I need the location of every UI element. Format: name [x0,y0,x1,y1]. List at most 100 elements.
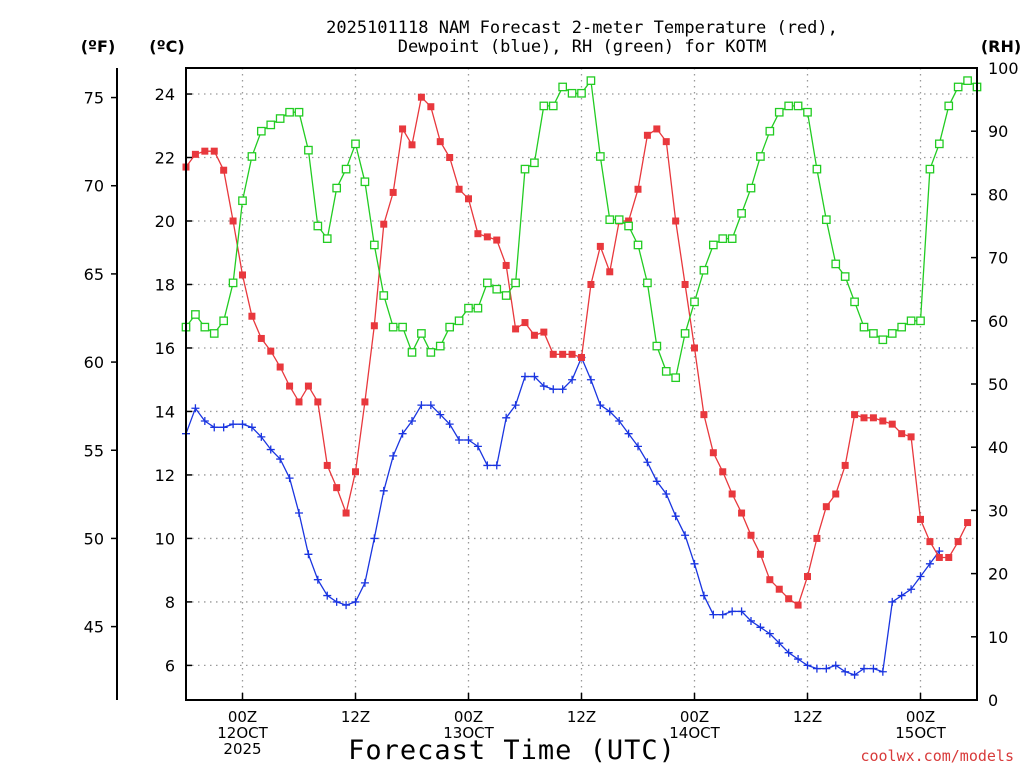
2-meter-temperature-point-19 [361,398,369,406]
dewpoint-point-49 [643,458,652,467]
rh-point-15 [322,234,332,243]
rh-point-28 [445,322,455,332]
2-meter-temperature-point-30 [465,195,472,203]
rh-point-12 [294,107,304,117]
rh-point-32 [482,278,492,288]
2-meter-temperature-point-44 [596,242,604,250]
2-meter-temperature-point-67 [813,534,821,542]
dewpoint-point-54 [690,559,699,568]
dewpoint-point-32 [483,461,492,470]
rh-point-14 [313,221,323,231]
2-meter-temperature-point-66 [804,573,811,581]
2-meter-temperature-point-24 [408,141,416,149]
x-tick-label-60-0: 12Z [793,708,822,726]
c-tick-label-6: 6 [165,656,175,675]
rh-tick-label-30: 30 [988,501,1008,520]
rh-point-51 [661,367,671,376]
rh-point-80 [934,139,944,149]
2-meter-temperature-point-40 [559,350,567,358]
rh-point-21 [379,291,389,300]
2-meter-temperature-point-62 [766,576,774,584]
2-meter-temperature-point-53 [681,280,689,288]
x-axis-label: Forecast Time (UTC) [348,735,676,766]
dewpoint-point-76 [897,591,906,600]
celsius-axis-label: (ºC) [149,37,184,56]
dewpoint-point-10 [276,455,285,464]
2-meter-temperature-point-47 [625,217,633,225]
c-tick-label-14: 14 [155,402,175,421]
x-tick-label-0-0: 00Z [228,708,257,726]
rh-point-29 [454,316,464,326]
c-tick-label-24: 24 [155,85,175,104]
rh-point-44 [595,152,605,161]
rh-point-61 [756,152,765,161]
dewpoint-point-65 [794,655,803,664]
dewpoint-point-39 [549,385,558,394]
dewpoint-point-33 [492,461,501,470]
rh-tick-label-100: 100 [988,59,1019,78]
2-meter-temperature-point-64 [785,595,793,603]
rh-point-63 [774,107,784,117]
rh-point-19 [360,177,370,187]
dewpoint-point-56 [709,610,718,619]
rh-axis-label: (RH) [981,37,1021,56]
2-meter-temperature-point-3 [210,147,218,155]
2-meter-temperature-point-65 [794,601,802,609]
rh-point-37 [530,158,539,168]
2-meter-temperature-point-15 [323,461,331,469]
dewpoint-point-30 [464,436,473,445]
dewpoint-point-2 [200,416,209,425]
2-meter-temperature-point-75 [888,420,896,428]
2-meter-temperature-point-69 [832,490,840,498]
rh-point-18 [351,139,360,149]
celsius-ticks: 6 8 10 12 14 16 18 20 22 24 [155,85,192,675]
2-meter-temperature-point-54 [691,344,698,352]
rh-point-79 [925,164,935,174]
2-meter-temperature-point-60 [747,531,755,539]
2-meter-temperature-point-17 [342,509,350,517]
2-meter-temperature-point-5 [229,217,237,225]
rh-point-11 [285,107,294,117]
rh-point-10 [275,114,285,123]
dewpoint-point-51 [662,489,671,498]
rh-point-60 [746,183,756,193]
rh-point-23 [398,322,407,332]
2-meter-temperature-point-25 [417,93,425,101]
rh-tick-label-80: 80 [988,185,1008,204]
rh-point-55 [699,265,709,275]
rh-point-6 [238,196,247,206]
rh-point-71 [850,297,859,307]
2-meter-temperature-point-43 [587,280,595,288]
dewpoint-point-48 [634,442,642,451]
dewpoint-point-78 [916,572,925,581]
rh-point-70 [840,272,850,281]
rh-tick-label-40: 40 [988,438,1008,457]
rh-point-52 [671,373,681,383]
fahrenheit-ticks: 45 50 55 60 65 70 75 [84,89,117,637]
dewpoint-point-46 [615,416,624,425]
credit-link[interactable]: coolwx.com/models [860,747,1014,765]
rh-point-58 [727,234,737,243]
dewpoint-point-45 [605,407,614,416]
2-meter-temperature-point-28 [446,154,454,162]
rh-point-66 [803,107,812,117]
2-meter-temperature-point-7 [248,312,256,320]
2-meter-temperature-point-6 [239,271,246,279]
2-meter-temperature-point-14 [314,398,322,406]
chart-title-line-2: Dewpoint (blue), RH (green) for KOTM [398,37,766,57]
x-tick-label-24-1: 13OCT [443,724,494,742]
dewpoint-point-17 [342,601,351,610]
2-meter-temperature-point-56 [709,449,717,457]
x-tick-label-36-0: 12Z [567,708,596,726]
dewpoint-point-6 [238,420,247,429]
dewpoint-point-36 [521,372,529,381]
x-tick-label-12-0: 12Z [341,708,370,726]
rh-point-8 [256,126,266,136]
rh-point-7 [247,152,257,161]
rh-point-74 [878,335,888,345]
rh-point-16 [332,183,342,193]
rh-point-41 [567,88,577,98]
rh-point-33 [492,284,502,294]
rh-point-62 [765,126,775,136]
